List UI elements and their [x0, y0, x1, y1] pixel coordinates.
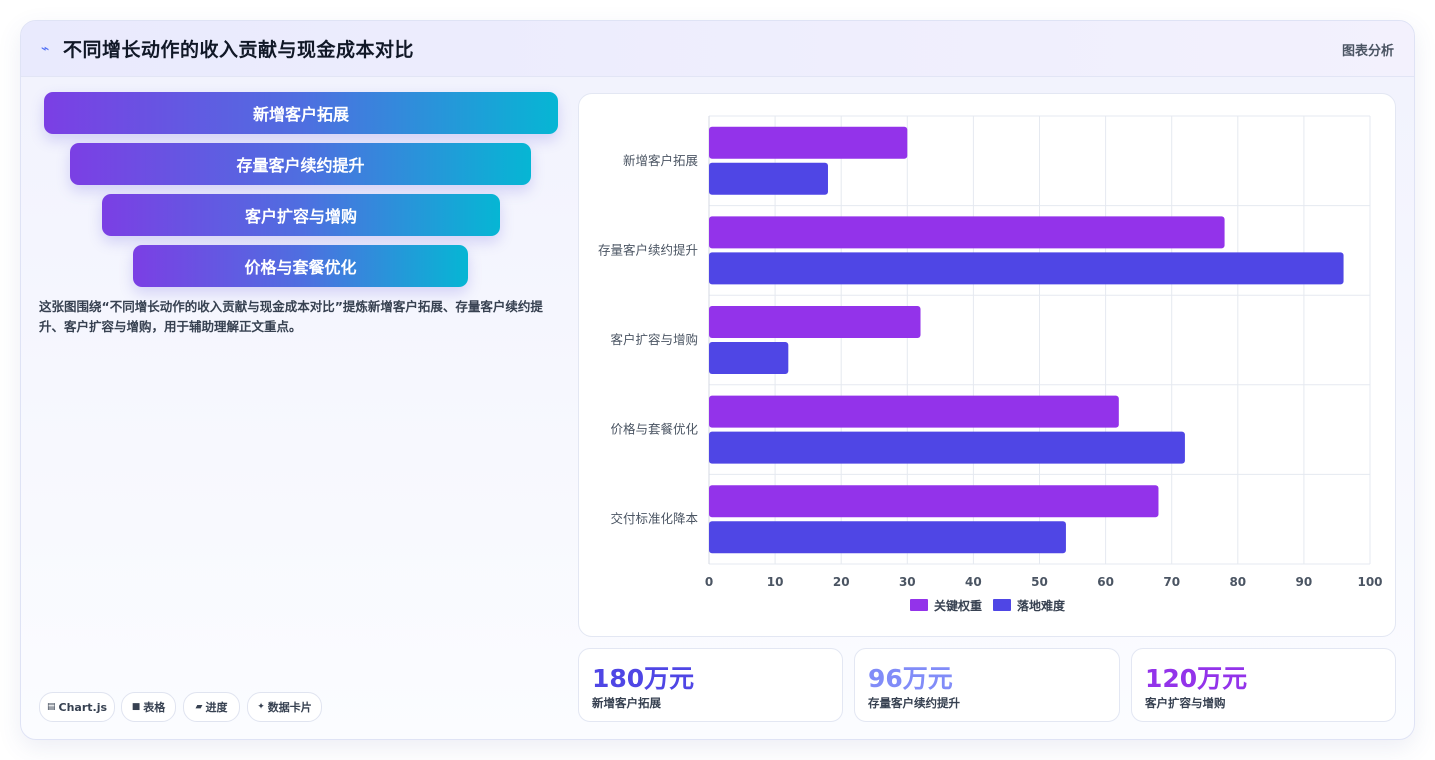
bar	[709, 395, 1119, 428]
y-category-label: 客户扩容与增购	[610, 332, 698, 347]
chip-progress[interactable]: ▰ 进度	[183, 692, 240, 722]
stat-card-2: 96万元 存量客户续约提升	[854, 648, 1120, 722]
chip-data-card[interactable]: ✦ 数据卡片	[247, 692, 322, 722]
legend-swatch	[910, 599, 928, 611]
y-category-label: 新增客户拓展	[623, 153, 698, 168]
chip-chartjs[interactable]: ▤ Chart.js	[39, 692, 115, 722]
table-icon: ■	[131, 702, 141, 712]
legend-label: 关键权重	[934, 598, 982, 613]
stat-card-1: 180万元 新增客户拓展	[578, 648, 843, 722]
funnel-step-4: 价格与套餐优化	[133, 245, 468, 287]
bar	[709, 126, 908, 159]
x-tick-label: 100	[1357, 575, 1382, 589]
stat-value: 180万元	[592, 664, 695, 693]
bar	[709, 431, 1185, 464]
y-category-label: 价格与套餐优化	[610, 422, 698, 437]
funnel-step-3: 客户扩容与增购	[102, 194, 500, 236]
chip-table[interactable]: ■ 表格	[121, 692, 176, 722]
bar	[709, 252, 1344, 285]
header-bar: ⌁ 不同增长动作的收入贡献与现金成本对比 图表分析	[21, 21, 1414, 77]
header-tag: 图表分析	[1341, 44, 1394, 59]
wave-icon: ⌁	[41, 41, 50, 57]
x-tick-label: 50	[1031, 575, 1048, 589]
stat-label: 客户扩容与增购	[1145, 696, 1226, 710]
stat-card-3: 120万元 客户扩容与增购	[1131, 648, 1396, 722]
x-tick-label: 40	[965, 575, 982, 589]
y-category-label: 交付标准化降本	[610, 511, 698, 526]
x-tick-label: 0	[705, 575, 713, 589]
legend-label: 落地难度	[1017, 598, 1066, 613]
progress-icon: ▰	[195, 702, 203, 712]
x-tick-label: 80	[1229, 575, 1246, 589]
stat-value: 120万元	[1145, 664, 1248, 693]
x-tick-label: 70	[1163, 575, 1180, 589]
dashboard-card: ⌁ 不同增长动作的收入贡献与现金成本对比 图表分析 新增客户拓展 存量客户续约提…	[20, 20, 1415, 740]
chart-description: 这张图围绕“不同增长动作的收入贡献与现金成本对比”提炼新增客户拓展、存量客户续约…	[39, 299, 543, 334]
bar	[709, 342, 789, 374]
chart-icon: ▤	[46, 702, 56, 712]
bar	[709, 306, 921, 338]
stat-value: 96万元	[868, 664, 953, 693]
x-tick-label: 90	[1296, 575, 1313, 589]
x-tick-label: 60	[1097, 575, 1114, 589]
bar	[709, 521, 1066, 554]
legend-swatch	[993, 599, 1011, 611]
stat-label: 存量客户续约提升	[868, 696, 960, 710]
x-tick-label: 30	[899, 575, 916, 589]
x-tick-label: 20	[833, 575, 850, 589]
bar-chart: 0 10 20 30 40 50 60 70 80 90 100 新增客户拓展存量客户续约提升客户扩容…	[598, 115, 1383, 613]
bar	[709, 162, 828, 195]
bar	[709, 216, 1225, 249]
bar	[709, 485, 1159, 518]
page-title: 不同增长动作的收入贡献与现金成本对比	[63, 39, 415, 61]
funnel-step-2: 存量客户续约提升	[70, 143, 531, 185]
stat-label: 新增客户拓展	[592, 696, 661, 710]
y-category-label: 存量客户续约提升	[598, 242, 698, 257]
funnel-step-1: 新增客户拓展	[44, 92, 558, 134]
sparkle-icon: ✦	[257, 702, 265, 712]
x-tick-label: 10	[767, 575, 784, 589]
chart-panel: 0 10 20 30 40 50 60 70 80 90 100 新增客户拓展存量客户续约提升客户扩容…	[578, 93, 1396, 637]
